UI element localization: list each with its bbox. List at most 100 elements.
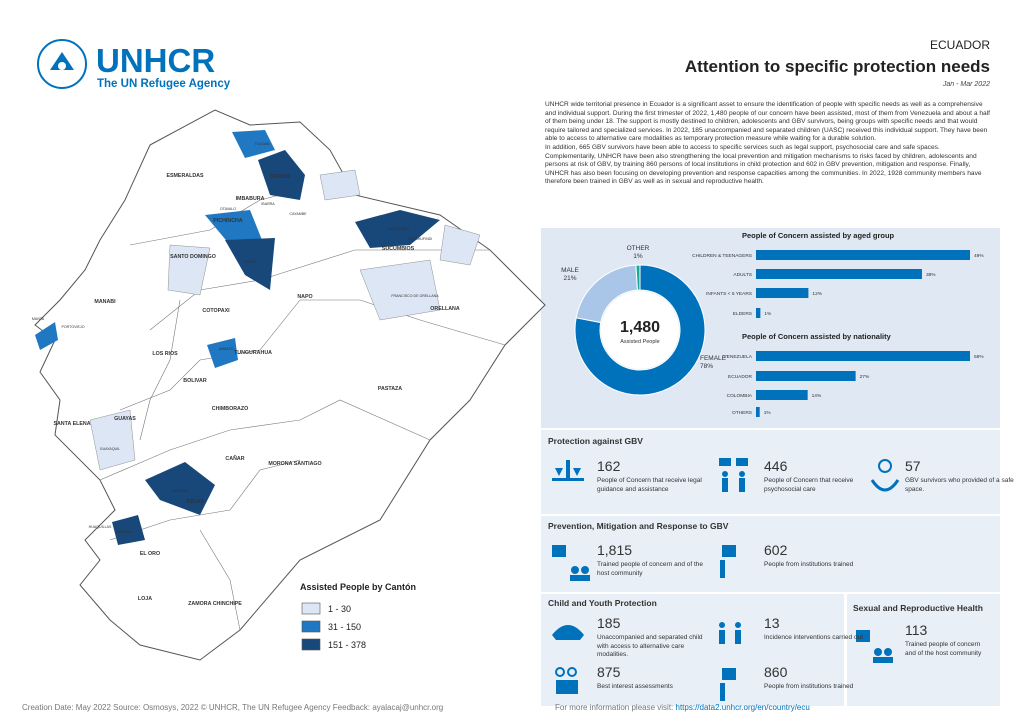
canton-shading: [35, 130, 481, 545]
bar-category: COLOMBIA: [727, 393, 753, 399]
donut-category: FEMALE: [700, 355, 727, 362]
stat-item: 1,815 Trained people of concern and of th…: [597, 542, 707, 578]
section-title: Protection against GBV: [548, 436, 643, 446]
province-label: NAPO: [297, 294, 312, 300]
logo-wreath: [37, 39, 87, 89]
icon-child-care: [552, 625, 584, 640]
gbv-panel: [541, 430, 1000, 514]
donut-value-label: 1%: [633, 253, 643, 260]
footer-link[interactable]: https://data2.unhcr.org/en/country/ecu: [675, 703, 810, 712]
footer-credits: Creation Date: May 2022 Source: Osmosys,…: [22, 703, 444, 712]
donut-segment: [635, 264, 641, 291]
icon-person: [719, 630, 725, 644]
bar-category: INFANTS < 5 YEARS: [706, 291, 752, 297]
bar: [756, 288, 809, 298]
icon-document: [556, 680, 578, 694]
canton-area: [319, 169, 361, 201]
bar: [756, 390, 808, 400]
stat-text: Trained people of concern and of the hos…: [597, 561, 703, 577]
province-label: GUAYAS: [114, 416, 136, 422]
province-label: ZAMORA CHINCHIPE: [188, 601, 242, 607]
legend-swatch: [301, 602, 321, 615]
stat-item: 602 People from institutions trained: [764, 542, 874, 570]
bar-value-label: 12%: [812, 291, 822, 297]
canton-area: [232, 130, 275, 158]
stat-value: 602: [764, 542, 788, 558]
stat-item: 185 Unaccompanied and separated child wit…: [597, 615, 707, 660]
icon-gender: [878, 459, 892, 473]
province-label: ESMERALDAS: [166, 173, 204, 179]
stat-text: Unaccompanied and separated child with a…: [597, 634, 703, 658]
canton-label: AMBATO: [219, 347, 234, 351]
bar-value-label: 49%: [974, 253, 984, 259]
canton-area: [258, 150, 305, 200]
bar-category: CHILDREN & TEENAGERS: [692, 253, 752, 259]
canton-label: SHUSHUFINDI: [408, 237, 433, 241]
canton-area: [207, 338, 238, 368]
border: [109, 459, 301, 541]
province-label: SANTO DOMINGO: [170, 254, 216, 260]
icon-person: [722, 471, 728, 477]
bar-chart-title: People of Concern assisted by nationalit…: [742, 332, 892, 341]
section-title: Sexual and Reproductive Health: [853, 603, 983, 613]
stat-item: 446 People of Concern that receive psycho…: [764, 458, 874, 494]
title: Attention to specific protection needs: [685, 57, 990, 76]
intro: UNHCR wide territorial presence in Ecuad…: [545, 101, 990, 187]
canton-area: [145, 462, 215, 515]
icon-person: [720, 683, 725, 701]
stat-text: People of Concern that receive legal gui…: [597, 477, 702, 493]
icon-talk: [719, 458, 731, 466]
stat-value: 113: [905, 622, 928, 638]
icon-glasses: [555, 667, 565, 677]
bar-category: OTHERS: [732, 410, 752, 416]
icon-scale: [552, 460, 584, 481]
canton-label: TULCAN: [255, 142, 270, 146]
icon-hands: [870, 479, 900, 492]
period: Jan - Mar 2022: [942, 81, 990, 88]
srh-panel: [847, 594, 1000, 706]
stat-text: People from institutions trained: [764, 561, 854, 568]
legend-label: 31 - 150: [328, 622, 361, 632]
donut-hole: [601, 291, 679, 369]
canton-area: [359, 259, 441, 321]
border: [199, 529, 241, 631]
stat-item: 113 Trained people of concern and of the …: [905, 622, 990, 658]
canton-label: OTAVALO: [220, 207, 236, 211]
canton-label: HUAQUILLAS: [89, 525, 112, 529]
icon-talk: [736, 458, 748, 466]
stat-item: 860 People from institutions trained: [764, 664, 874, 692]
province-label: EL ORO: [140, 551, 160, 557]
province-label: AZUAY: [186, 499, 204, 505]
canton-label: MACHALA: [116, 530, 134, 534]
legend-title: Assisted People by Cantón: [300, 582, 416, 592]
canton-area: [205, 210, 262, 245]
border: [139, 299, 181, 441]
stat-text: People from institutions trained: [764, 683, 854, 690]
bar: [756, 250, 970, 260]
child-panel: [541, 594, 844, 706]
province-label: CAÑAR: [225, 455, 244, 462]
icon-trainer: [856, 630, 870, 642]
stat-value: 860: [764, 664, 788, 680]
province-label: BOLIVAR: [183, 378, 207, 384]
legend-label: 151 - 378: [328, 640, 366, 650]
stat-text: People of Concern that receive psychosoc…: [764, 477, 854, 493]
donut-segment: [574, 264, 706, 396]
stat-text: GBV survivors who provided of a safe spa…: [905, 477, 1014, 493]
stat-text: Best interest assessments: [597, 683, 673, 690]
logo-shelter: [50, 52, 74, 70]
bar-category: ECUADOR: [728, 374, 753, 380]
stat-value: 185: [597, 615, 621, 631]
bar-value-label: 38%: [926, 272, 936, 278]
icon-group: [570, 575, 590, 581]
bar-value-label: 1%: [764, 410, 772, 416]
bar-category: VENEZUELA: [723, 354, 752, 360]
donut-value-label: 21%: [563, 275, 576, 282]
country: ECUADOR: [930, 38, 990, 52]
province-label: PASTAZA: [378, 386, 402, 392]
stat-value: 1,815: [597, 542, 633, 558]
donut-category: MALE: [561, 267, 579, 274]
footer-more-label: For more information please visit:: [555, 703, 674, 712]
section-title: Child and Youth Protection: [548, 598, 657, 608]
